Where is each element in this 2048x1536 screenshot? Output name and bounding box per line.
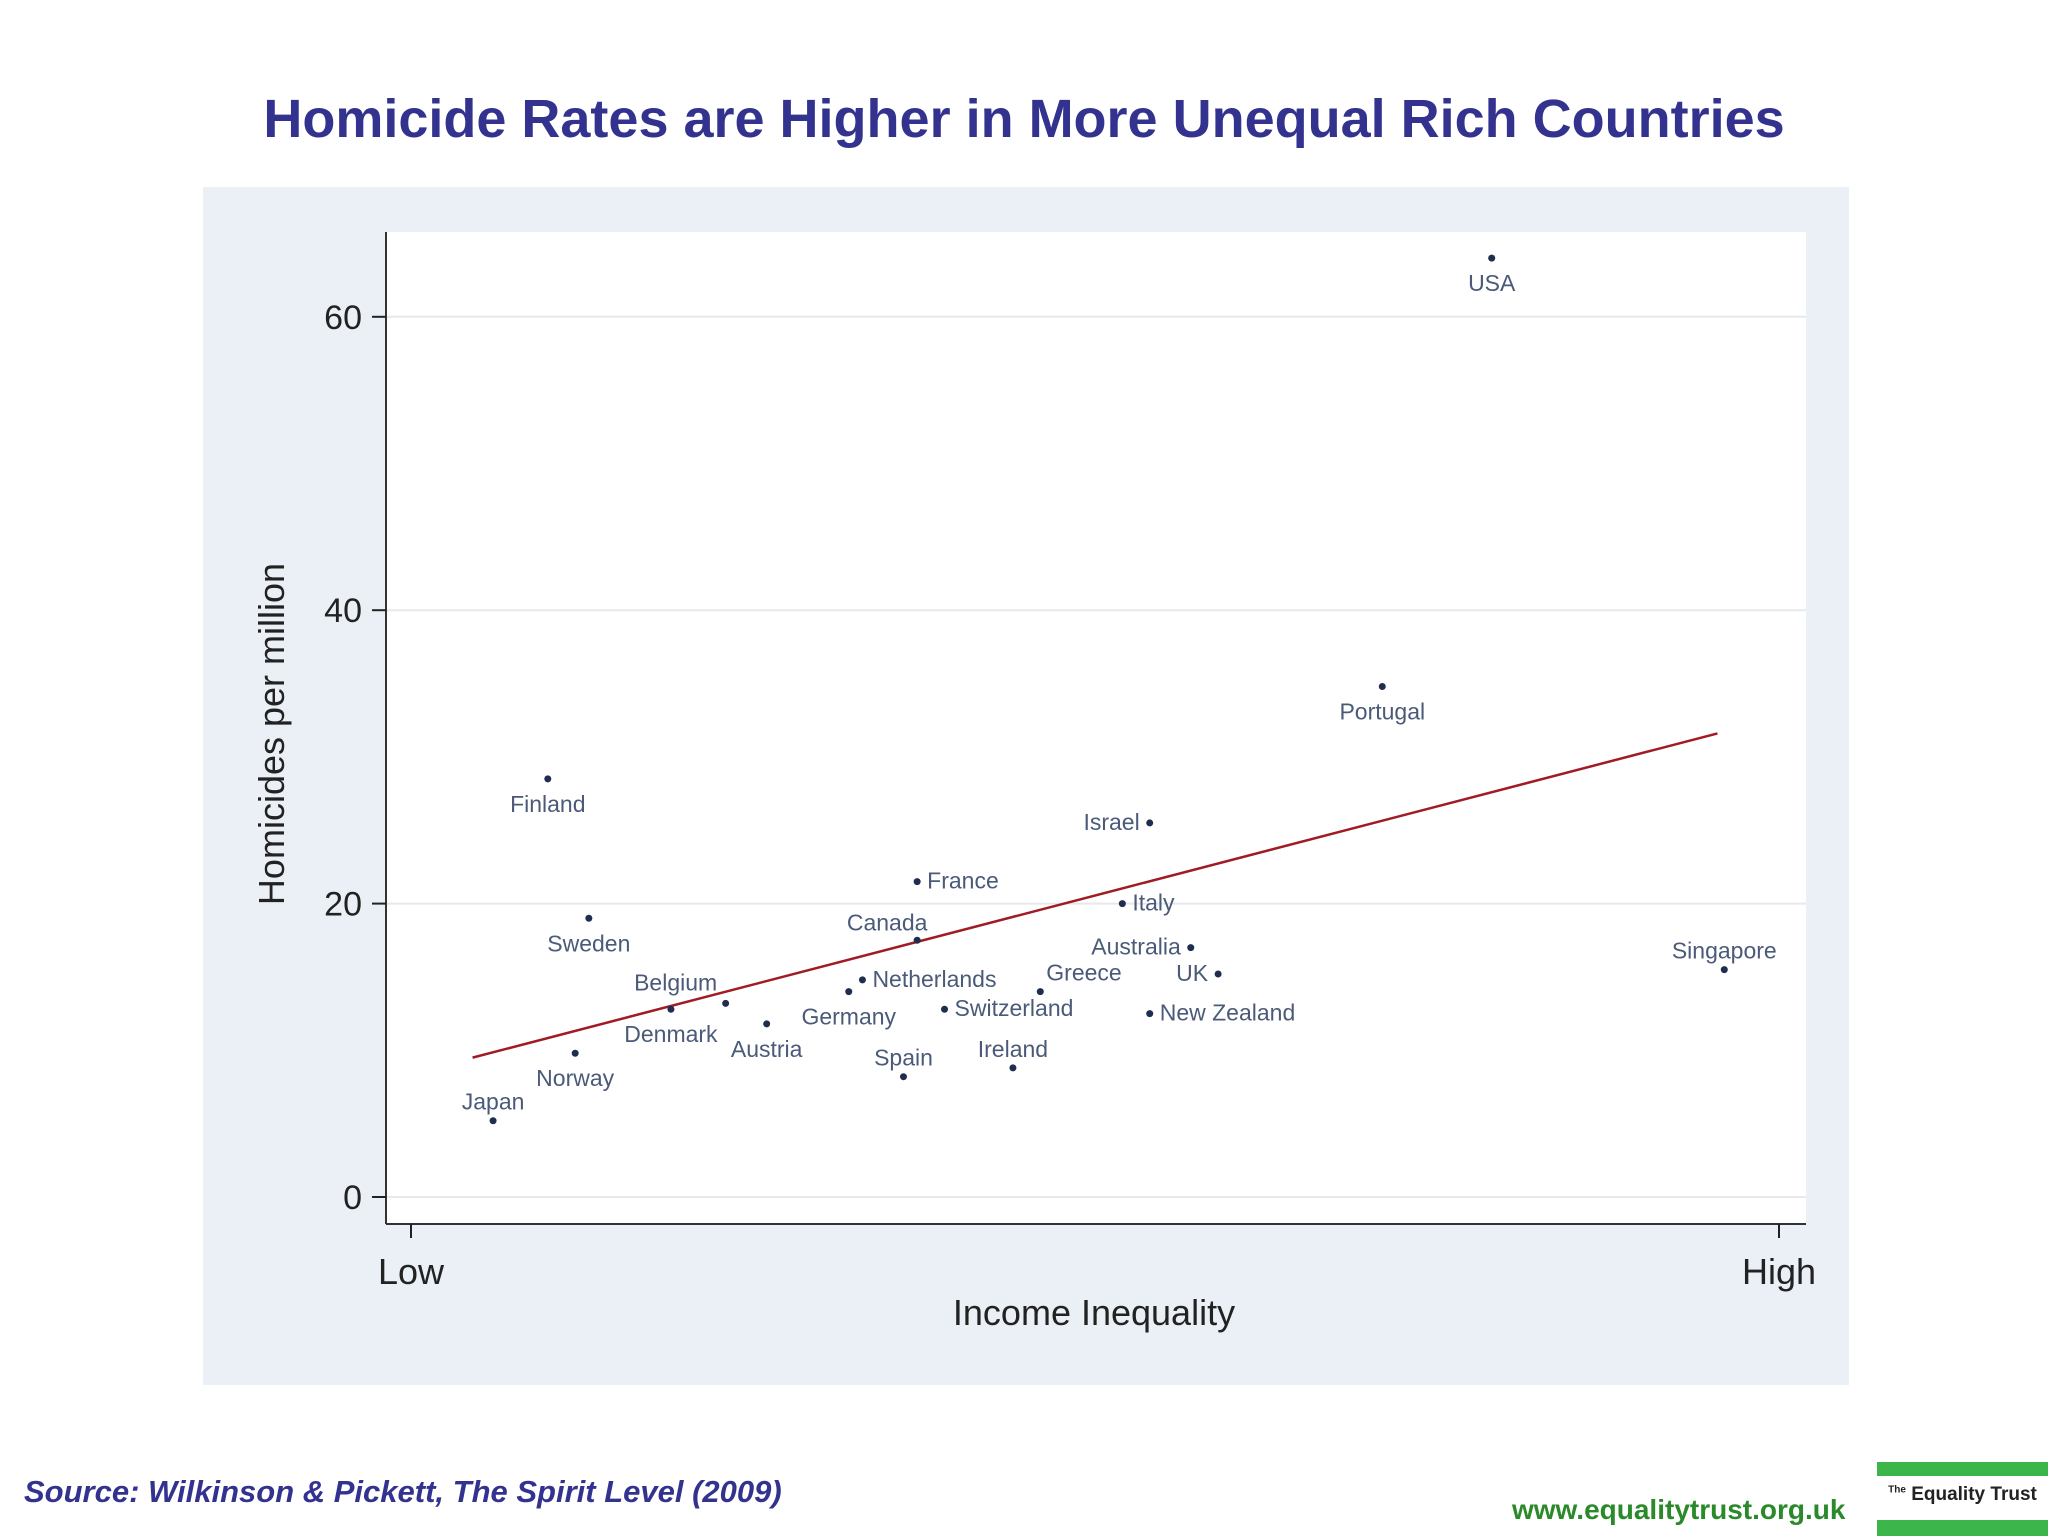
country-label: Italy [1132, 890, 1175, 916]
country-label: Ireland [978, 1036, 1048, 1062]
logo-name: Equality Trust [1911, 1484, 2037, 1505]
country-label: Japan [462, 1089, 525, 1115]
country-label: Portugal [1339, 698, 1425, 724]
data-point [858, 976, 866, 984]
data-point [667, 1005, 675, 1013]
country-label: Canada [847, 909, 928, 935]
x-axis-label: Income Inequality [953, 1292, 1235, 1333]
gridlines [386, 315, 1806, 1198]
country-label: Netherlands [872, 966, 996, 992]
logo-prefix: The [1888, 1484, 1906, 1496]
point-labels: USA Portugal Finland Israel France Italy Swede… [462, 270, 1777, 1115]
country-label: Spain [874, 1045, 933, 1071]
country-label: Germany [801, 1004, 896, 1030]
data-point [1118, 900, 1126, 908]
data-point [1146, 819, 1154, 827]
y-axis-ticks: 0 20 40 60 [324, 299, 386, 1217]
data-point [544, 775, 552, 783]
x-tick-label: High [1742, 1251, 1816, 1292]
data-point [1187, 944, 1195, 952]
data-point [722, 999, 730, 1007]
y-tick-label: 40 [324, 592, 362, 630]
trend-line [472, 732, 1718, 1059]
data-point [1009, 1064, 1017, 1072]
data-point [763, 1020, 771, 1028]
y-tick-label: 20 [324, 886, 362, 924]
data-point [941, 1005, 949, 1013]
country-label: Austria [731, 1036, 803, 1062]
y-tick-label: 60 [324, 299, 362, 337]
country-label: Switzerland [955, 995, 1074, 1021]
logo-text: The Equality Trust [1877, 1484, 2048, 1506]
data-points [489, 254, 1728, 1125]
country-label: Australia [1091, 934, 1181, 960]
slide-title: Homicide Rates are Higher in More Unequa… [263, 89, 1785, 149]
data-point [1488, 254, 1496, 262]
data-point [489, 1117, 497, 1125]
data-point [571, 1049, 579, 1057]
data-point [585, 914, 593, 922]
country-label: USA [1468, 270, 1516, 296]
country-label: Sweden [547, 930, 630, 956]
country-label: Denmark [624, 1021, 718, 1047]
data-point [1036, 988, 1044, 996]
country-label: Finland [510, 791, 585, 817]
logo-bottom-bar [1877, 1520, 2048, 1536]
country-label: Norway [536, 1065, 614, 1091]
data-point [1720, 966, 1728, 974]
data-point [913, 936, 921, 944]
data-point [1146, 1010, 1154, 1018]
country-label: Israel [1083, 809, 1139, 835]
country-label: Singapore [1672, 938, 1777, 964]
country-label: France [927, 868, 999, 894]
equality-trust-logo: The Equality Trust [1877, 1462, 2048, 1536]
country-label: UK [1176, 960, 1209, 986]
source-citation: Source: Wilkinson & Pickett, The Spirit … [24, 1474, 782, 1509]
website-link[interactable]: www.equalitytrust.org.uk [1512, 1494, 1846, 1525]
data-point [1378, 682, 1386, 690]
y-axis-label: Homicides per million [251, 563, 292, 905]
logo-top-bar [1877, 1462, 2048, 1476]
data-point [845, 988, 853, 996]
plot-area [386, 232, 1806, 1224]
data-point [1214, 970, 1222, 978]
data-point [913, 878, 921, 886]
trend-line-group [472, 732, 1718, 1059]
x-axis-ticks: Low High [378, 1224, 1816, 1292]
country-label: Belgium [634, 969, 717, 995]
country-label: New Zealand [1160, 1000, 1296, 1026]
y-tick-label: 0 [343, 1179, 362, 1217]
x-tick-label: Low [378, 1251, 445, 1292]
country-label: Greece [1046, 960, 1121, 986]
axes [385, 232, 1806, 1225]
data-point [899, 1073, 907, 1081]
